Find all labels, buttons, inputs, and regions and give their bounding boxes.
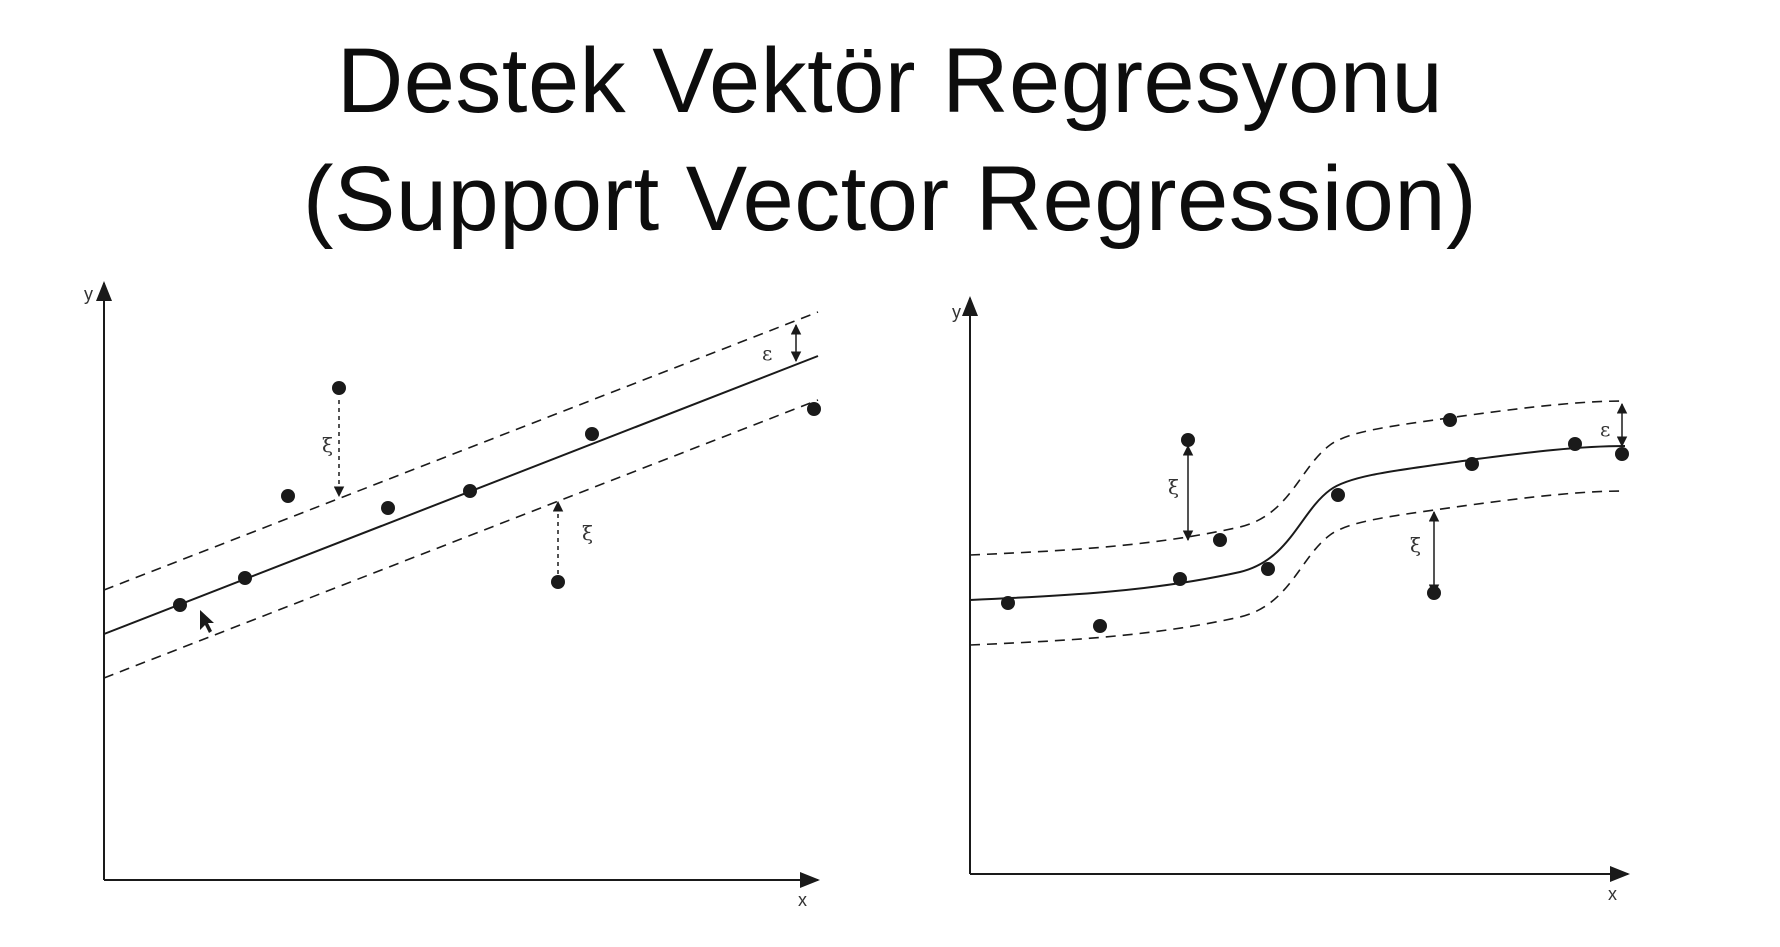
linear-data-point — [332, 381, 346, 395]
linear-epsilon-label: ε — [762, 341, 772, 365]
slide-title: Destek Vektör Regresyonu (Support Vector… — [0, 22, 1780, 258]
nonlinear-lower-margin — [969, 490, 1626, 646]
nonlinear-data-point — [1443, 413, 1457, 427]
nonlinear-data-point — [1261, 562, 1275, 576]
nonlinear-data-point — [1331, 488, 1345, 502]
linear-y-axis-label: y — [84, 284, 93, 304]
title-line-english: (Support Vector Regression) — [302, 148, 1478, 250]
nonlinear-data-point — [1615, 447, 1629, 461]
nonlinear-slack-upper-label: ξ — [1168, 475, 1179, 499]
mouse-pointer-icon — [200, 610, 214, 633]
linear-data-point — [173, 598, 187, 612]
nonlinear-regression-curve — [969, 445, 1626, 601]
linear-data-point — [463, 484, 477, 498]
linear-data-point — [238, 571, 252, 585]
nonlinear-upper-margin — [969, 400, 1626, 556]
linear-upper-margin — [103, 311, 819, 591]
nonlinear-y-axis-label: y — [952, 302, 961, 322]
nonlinear-x-axis-label: x — [1608, 884, 1617, 904]
linear-lower-margin — [103, 399, 819, 679]
linear-slack-lower-label: ξ — [582, 521, 593, 545]
linear-x-axis-label: x — [798, 890, 807, 910]
linear-data-point — [551, 575, 565, 589]
linear-svr-diagram: y x ε ξ ξ — [84, 281, 821, 910]
nonlinear-data-point — [1568, 437, 1582, 451]
nonlinear-slack-lower-label: ξ — [1410, 533, 1421, 557]
linear-data-point — [281, 489, 295, 503]
linear-slack-upper-label: ξ — [322, 433, 333, 457]
linear-data-point — [381, 501, 395, 515]
nonlinear-data-point — [1213, 533, 1227, 547]
nonlinear-data-point — [1173, 572, 1187, 586]
nonlinear-data-point — [1465, 457, 1479, 471]
nonlinear-epsilon-label: ε — [1600, 417, 1610, 441]
nonlinear-data-point — [1427, 586, 1441, 600]
nonlinear-data-point — [1181, 433, 1195, 447]
linear-data-point — [807, 402, 821, 416]
linear-regression-line — [103, 355, 819, 635]
nonlinear-data-point — [1001, 596, 1015, 610]
title-line-turkish: Destek Vektör Regresyonu — [336, 30, 1444, 132]
nonlinear-data-point — [1093, 619, 1107, 633]
nonlinear-svr-diagram: y x ε ξ ξ — [952, 296, 1630, 904]
linear-data-point — [585, 427, 599, 441]
